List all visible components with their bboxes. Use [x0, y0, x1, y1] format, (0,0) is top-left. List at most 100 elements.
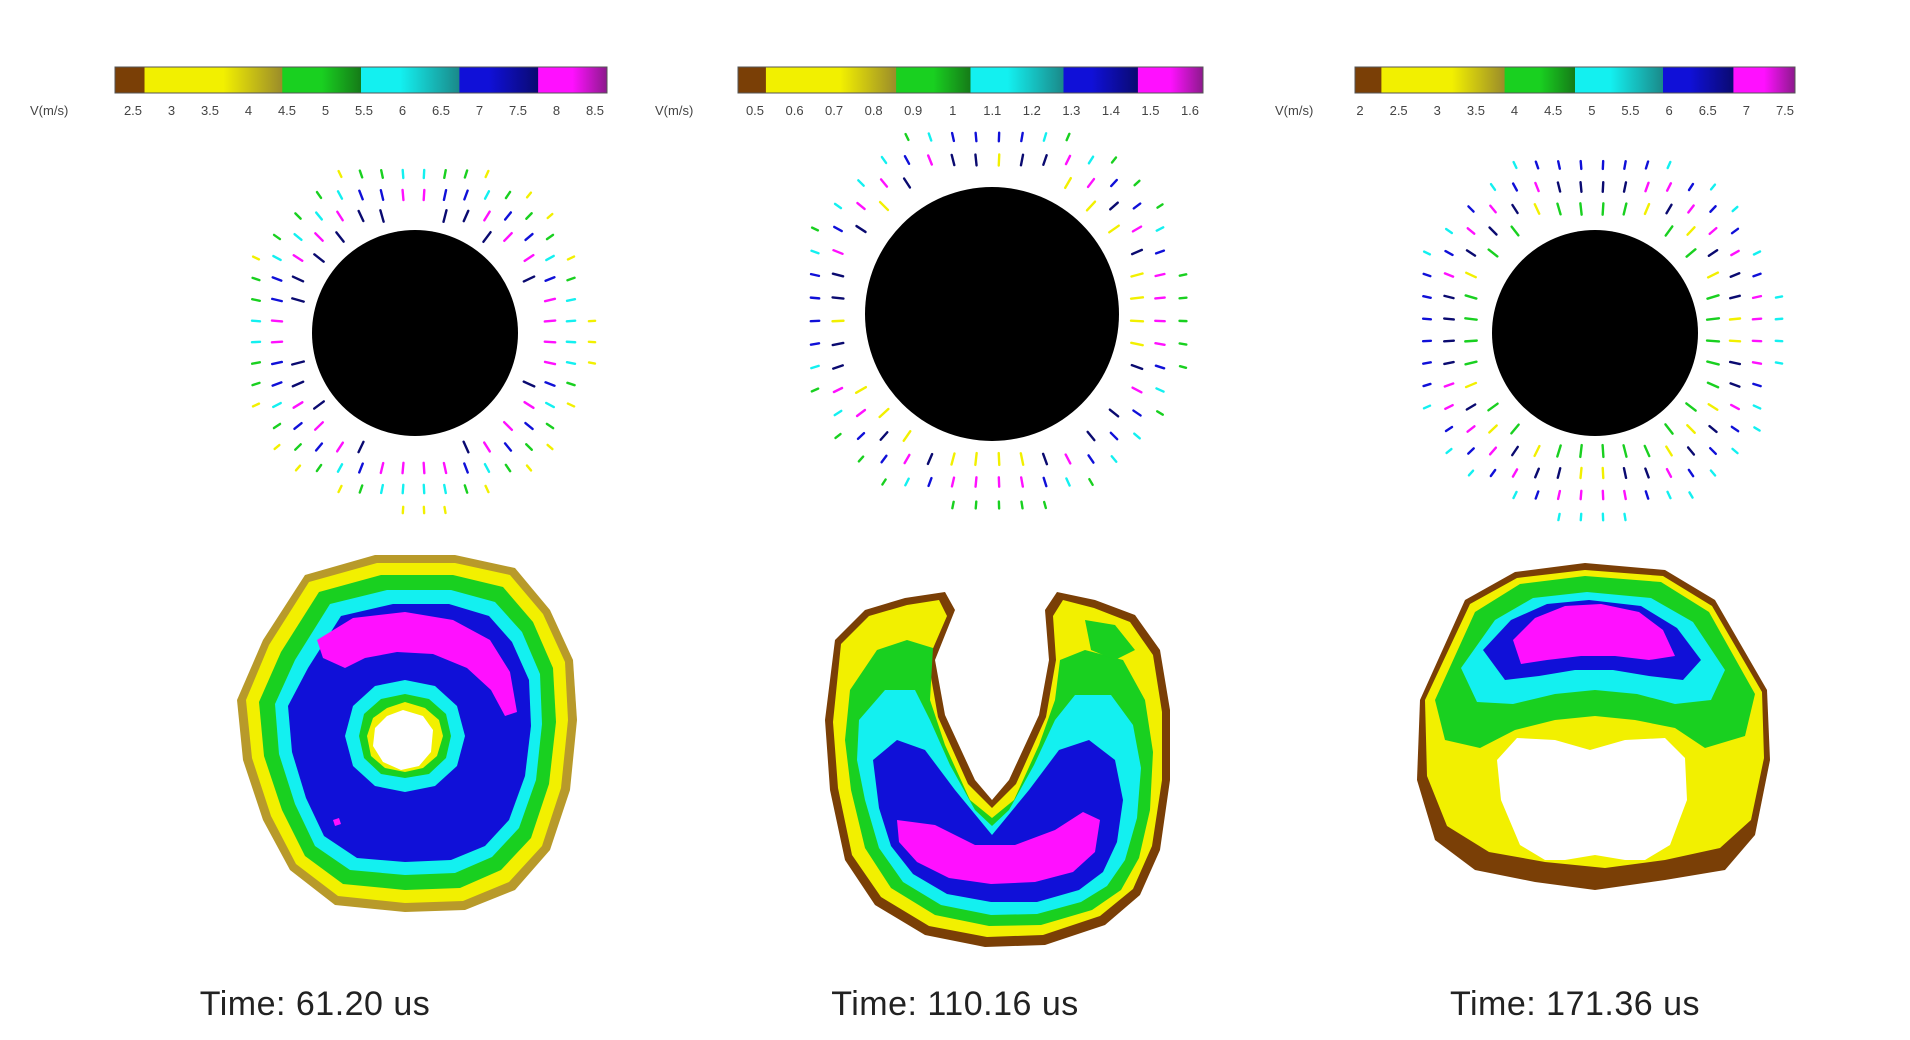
- velocity-vector: [315, 190, 323, 200]
- velocity-vector: [250, 319, 262, 323]
- velocity-vector: [1601, 443, 1605, 459]
- velocity-vector: [1512, 160, 1518, 170]
- velocity-vector: [503, 231, 513, 243]
- velocity-vector: [1156, 203, 1164, 209]
- colorbar-tick-label: 0.5: [746, 103, 764, 118]
- velocity-vector: [904, 132, 910, 142]
- velocity-vector: [294, 464, 302, 472]
- velocity-vector: [1686, 226, 1696, 236]
- velocity-vector: [442, 461, 448, 475]
- velocity-vector: [855, 408, 867, 418]
- velocity-vector: [1065, 132, 1071, 142]
- velocity-vector: [879, 431, 889, 441]
- velocity-vector: [313, 421, 325, 431]
- time-label: Time: 171.36 us: [1449, 985, 1701, 1023]
- velocity-vector: [1751, 361, 1763, 365]
- velocity-vector: [462, 209, 470, 223]
- velocity-vector: [401, 483, 405, 495]
- velocity-vector: [1557, 512, 1561, 522]
- velocity-vector: [544, 381, 556, 387]
- velocity-vector: [442, 209, 448, 223]
- colorbar-tick-label: 2.5: [124, 103, 142, 118]
- colorbar-strip: [737, 66, 1204, 94]
- panel-2-graphics: V(m/s) 0.5 0.6 0.7 0.8 0.9 1 1.1 1.2 1.3 1.4 1.5 1.…: [655, 66, 1204, 947]
- velocity-vector: [1133, 432, 1141, 440]
- velocity-vector: [1622, 202, 1628, 216]
- velocity-vector: [1487, 248, 1499, 258]
- colorbar-tick-label: 2: [1356, 103, 1363, 118]
- colorbar-ticks: 2.5 3 3.5 4 4.5 5 5.5 6 6.5 7 7.5 8 8.5: [124, 103, 604, 118]
- velocity-vector: [1534, 160, 1540, 170]
- velocity-vector: [1728, 339, 1742, 343]
- velocity-contour: [237, 555, 577, 912]
- velocity-vector: [462, 440, 470, 454]
- velocity-vector: [1752, 272, 1762, 278]
- velocity-vector: [543, 297, 557, 303]
- velocity-vector: [335, 441, 345, 453]
- velocity-vector: [546, 212, 554, 220]
- velocity-vector: [809, 272, 821, 278]
- velocity-vector: [251, 298, 261, 302]
- colorbar-tick-label: 4: [245, 103, 252, 118]
- velocity-vector: [879, 178, 889, 188]
- velocity-vector: [565, 319, 577, 323]
- bubble: [1492, 230, 1698, 436]
- colorbar-strip: [114, 66, 608, 94]
- velocity-vector: [502, 420, 514, 432]
- colorbar: V(m/s) 2 2.5 3 3.5 4 4.5 5 5.5 6 6.5 7 7.5: [1275, 66, 1796, 118]
- velocity-vector: [522, 275, 536, 283]
- colorbar-tick-label: 0.6: [786, 103, 804, 118]
- colorbar-strip: [1354, 66, 1796, 94]
- contour-hole: [373, 710, 433, 770]
- velocity-vector: [291, 297, 305, 303]
- velocity-vector: [336, 463, 344, 473]
- velocity-vector: [422, 188, 426, 202]
- velocity-vector: [1731, 447, 1739, 455]
- colorbar-tick-label: 4.5: [278, 103, 296, 118]
- velocity-vector: [1510, 225, 1520, 237]
- velocity-vector: [1042, 154, 1048, 166]
- velocity-vector: [270, 340, 284, 344]
- velocity-vector: [1579, 181, 1583, 193]
- velocity-vector: [834, 432, 842, 440]
- velocity-vector: [1705, 317, 1721, 321]
- velocity-vector: [315, 463, 323, 473]
- velocity-vector: [379, 209, 385, 223]
- velocity-vector: [379, 461, 385, 475]
- velocity-vector: [1665, 467, 1673, 479]
- velocity-vector: [463, 169, 469, 179]
- colorbar-tick-label: 0.9: [904, 103, 922, 118]
- velocity-vector: [1041, 452, 1049, 466]
- velocity-vector: [250, 361, 262, 365]
- velocity-vector: [1579, 159, 1583, 171]
- velocity-vector: [566, 255, 576, 261]
- velocity-vector: [272, 401, 282, 409]
- velocity-vector: [1752, 404, 1762, 410]
- colorbar-tick-label: 5.5: [1621, 103, 1639, 118]
- velocity-vector: [291, 380, 305, 388]
- velocity-vector: [1129, 319, 1145, 323]
- velocity-vector: [379, 189, 385, 201]
- colorbar: V(m/s) 2.5 3 3.5 4 4.5 5 5.5 6 6.5 7 7.5 8 8.5: [30, 66, 608, 118]
- velocity-vector: [1130, 341, 1144, 347]
- velocity-vector: [1644, 181, 1650, 193]
- velocity-vector: [1110, 156, 1118, 164]
- velocity-vector: [525, 212, 533, 220]
- velocity-vector: [1444, 425, 1454, 433]
- velocity-vector: [903, 453, 911, 465]
- velocity-vector: [1557, 160, 1561, 170]
- velocity-vector: [1467, 205, 1475, 213]
- velocity-vector: [313, 400, 325, 410]
- velocity-vector: [1154, 364, 1166, 370]
- velocity-vector: [544, 401, 556, 409]
- velocity-vector: [1601, 202, 1605, 216]
- velocity-vector: [272, 254, 282, 262]
- velocity-vector: [831, 296, 845, 300]
- colorbar-tick-label: 1.1: [983, 103, 1001, 118]
- velocity-vector: [1556, 202, 1562, 216]
- velocity-vector: [810, 364, 820, 370]
- velocity-vector: [1643, 444, 1651, 458]
- velocity-vector: [379, 483, 385, 495]
- velocity-vector: [401, 168, 405, 180]
- velocity-vector: [1422, 382, 1432, 388]
